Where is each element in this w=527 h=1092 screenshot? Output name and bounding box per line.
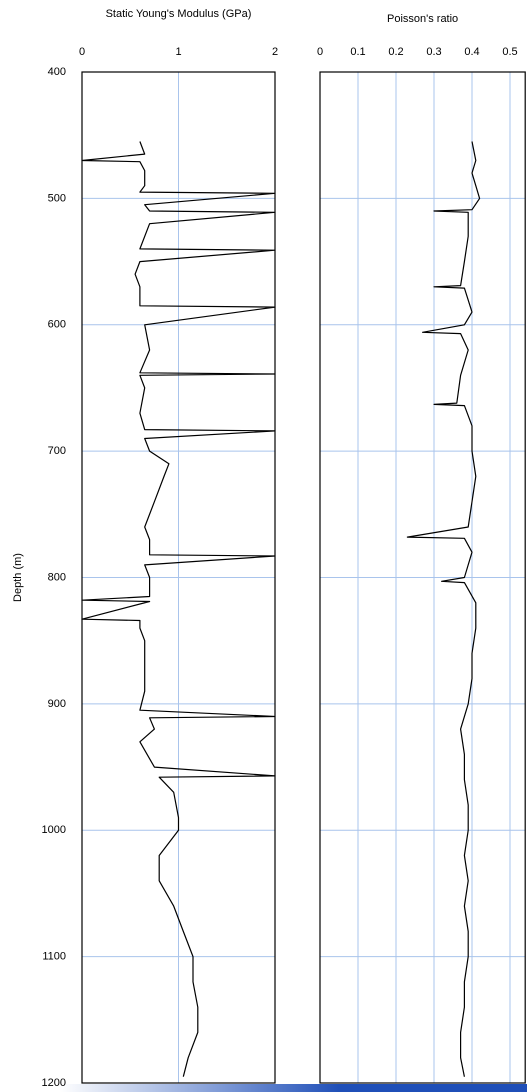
x-tick-label: 0.1 [350,46,365,58]
plot-border [81,71,276,1084]
x-tick-label: 0.3 [426,46,441,58]
y-tick-label: 400 [48,66,66,78]
y-tick-label: 800 [48,571,66,583]
log-line [406,141,481,1077]
x-tick-label: 2 [272,46,278,58]
y-tick-label: 1200 [42,1077,66,1089]
y-tick-label: 900 [48,698,66,710]
plot-border [319,71,526,1084]
x-tick-label: 0.2 [388,46,403,58]
chart-title: Poisson's ratio [387,13,458,25]
x-tick-label: 0.5 [502,46,517,58]
y-tick-label: 700 [48,445,66,457]
y-tick-label: 1000 [42,824,66,836]
log-line [81,141,276,1077]
scroll-bar [60,1084,527,1092]
x-tick-label: 0.4 [464,46,479,58]
x-tick-label: 0 [79,46,85,58]
chart-title: Static Young's Modulus (GPa) [106,8,252,20]
y-tick-label: 600 [48,319,66,331]
x-tick-label: 0 [317,46,323,58]
y-axis-label: Depth (m) [12,553,24,602]
x-tick-label: 1 [175,46,181,58]
y-tick-label: 500 [48,192,66,204]
y-tick-label: 1100 [42,951,66,963]
